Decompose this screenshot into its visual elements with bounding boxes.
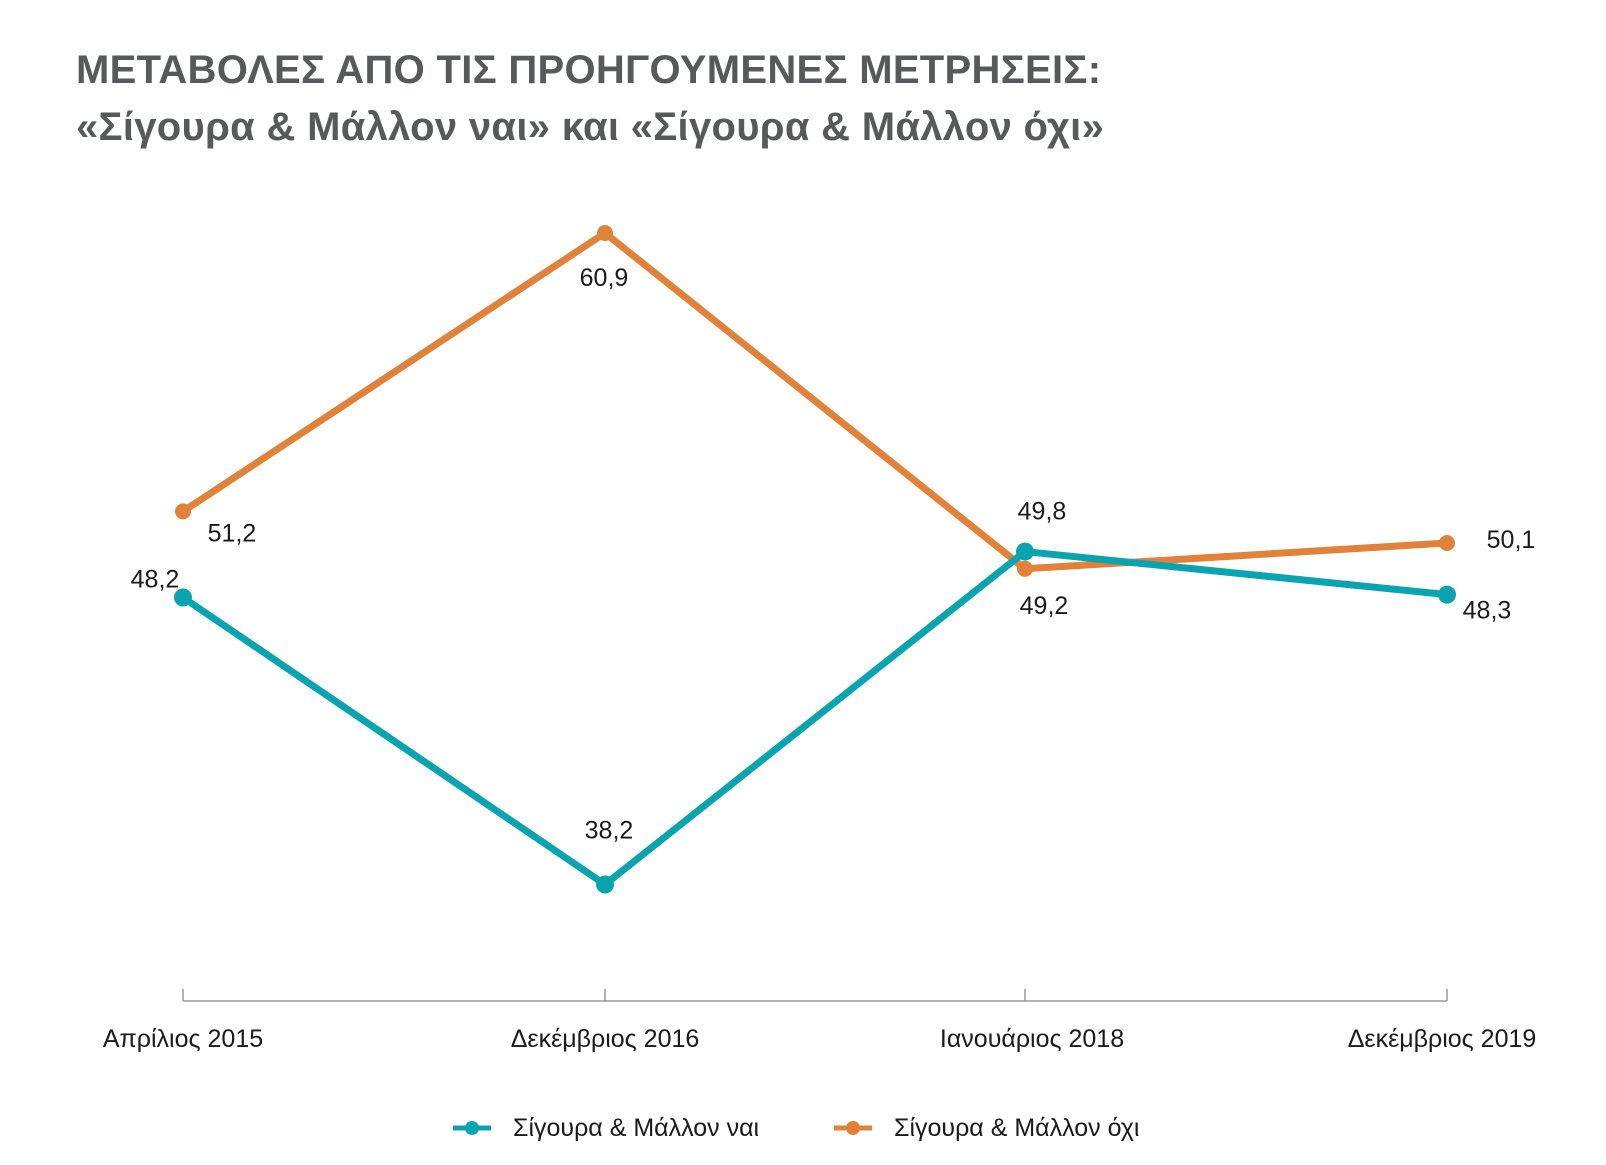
data-label-s0-0: 48,2 <box>131 566 180 594</box>
legend-item-yes: Σίγουρα & Μάλλον ναι <box>453 1108 759 1148</box>
data-label-s0-2: 49,8 <box>1018 498 1067 526</box>
data-label-s1-2: 49,2 <box>1020 592 1069 620</box>
legend: Σίγουρα & Μάλλον ναι Σίγουρα & Μάλλον όχ… <box>0 1108 1606 1148</box>
data-point-s0-2 <box>1016 542 1034 561</box>
series-line-1 <box>179 229 1451 573</box>
legend-item-no: Σίγουρα & Μάλλον όχι <box>834 1108 1139 1148</box>
legend-marker-yes <box>453 1121 491 1135</box>
data-point-s0-3 <box>1438 585 1456 604</box>
x-tick-label-3: Δεκέμβριος 2019 <box>1348 1025 1537 1053</box>
data-label-s1-3: 50,1 <box>1487 526 1536 554</box>
line-chart: Απρίλιος 2015 Δεκέμβριος 2016 Ιανουάριος 2… <box>103 225 1537 1053</box>
x-tick-label-1: Δεκέμβριος 2016 <box>511 1025 700 1053</box>
data-point-s1-1 <box>597 225 613 242</box>
data-label-s0-1: 38,2 <box>585 817 634 845</box>
x-tick-label-0: Απρίλιος 2015 <box>103 1025 263 1053</box>
data-point-s0-0 <box>174 588 192 607</box>
legend-label-yes: Σίγουρα & Μάλλον ναι <box>513 1113 760 1142</box>
legend-label-no: Σίγουρα & Μάλλον όχι <box>894 1113 1140 1142</box>
data-point-s1-0 <box>175 503 191 520</box>
legend-marker-no <box>834 1121 872 1135</box>
data-point-s0-1 <box>596 875 614 894</box>
chart-title-line-1: ΜΕΤΑΒΟΛΕΣ ΑΠΟ ΤΙΣ ΠΡΟΗΓΟΥΜΕΝΕΣ ΜΕΤΡΗΣΕΙΣ… <box>76 48 1102 92</box>
chart-title: ΜΕΤΑΒΟΛΕΣ ΑΠΟ ΤΙΣ ΠΡΟΗΓΟΥΜΕΝΕΣ ΜΕΤΡΗΣΕΙΣ… <box>76 42 1104 156</box>
data-point-s1-3 <box>1439 534 1455 551</box>
series-line-0 <box>179 548 1451 888</box>
data-label-s0-3: 48,3 <box>1463 597 1512 625</box>
data-label-s1-1: 60,9 <box>580 264 629 292</box>
chart-title-line-2: «Σίγουρα & Μάλλον ναι» και «Σίγουρα & Μά… <box>76 105 1105 149</box>
x-tick-label-2: Ιανουάριος 2018 <box>940 1025 1124 1053</box>
data-label-s1-0: 51,2 <box>208 519 257 547</box>
data-point-s1-2 <box>1017 560 1033 577</box>
